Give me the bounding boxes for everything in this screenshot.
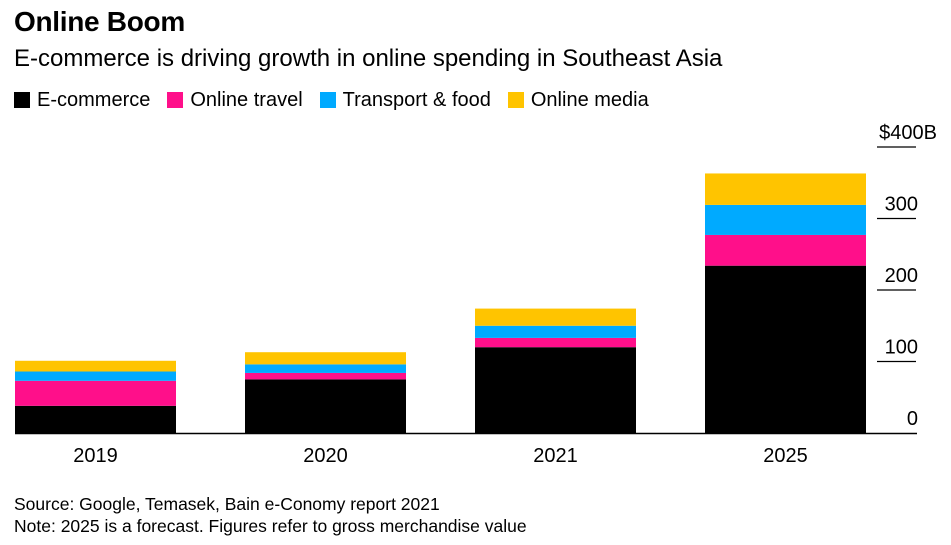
x-tick-label: 2020: [303, 445, 348, 467]
bar-segment-e-commerce-2021: [475, 347, 636, 433]
footnote: Note: 2025 is a forecast. Figures refer …: [14, 516, 527, 536]
legend: E-commerce Online travel Transport & foo…: [14, 86, 666, 114]
source-note: Source: Google, Temasek, Bain e-Conomy r…: [14, 494, 440, 514]
legend-swatch-ecommerce: [14, 92, 30, 108]
bar-segment-transport-food-2020: [245, 364, 406, 373]
legend-label-ecommerce: E-commerce: [37, 88, 151, 111]
bar-segment-e-commerce-2020: [245, 379, 406, 433]
bar-segment-transport-food-2021: [475, 325, 636, 338]
legend-item-online-travel: Online travel: [167, 88, 303, 112]
x-tick-label: 2019: [73, 445, 118, 467]
chart-title: Online Boom: [14, 6, 185, 37]
y-tick-label: 200: [885, 265, 918, 287]
bar-segment-online-travel-2021: [475, 337, 636, 348]
legend-item-transport-food: Transport & food: [319, 88, 491, 112]
bar-segment-transport-food-2025: [705, 204, 866, 235]
legend-swatch-online-media: [507, 92, 524, 108]
legend-label-online-travel: Online travel: [190, 88, 303, 111]
legend-label-transport-food: Transport & food: [342, 88, 491, 111]
y-tick-label: 0: [907, 408, 918, 430]
legend-item-online-media: Online media: [507, 88, 649, 112]
bar-segment-online-travel-2025: [705, 234, 866, 266]
bar-segment-transport-food-2019: [15, 371, 176, 381]
x-tick-label: 2025: [763, 445, 808, 467]
bar-segment-online-travel-2019: [15, 380, 176, 406]
y-tick-label: 300: [885, 194, 918, 216]
bar-segment-online-media-2021: [475, 308, 636, 326]
legend-item-ecommerce: E-commerce: [14, 89, 150, 112]
bar-segment-online-media-2025: [705, 173, 866, 205]
bar-segment-online-travel-2020: [245, 372, 406, 380]
bar-segment-online-media-2019: [15, 360, 176, 372]
chart-subtitle: E-commerce is driving growth in online s…: [14, 45, 723, 72]
bar-segment-e-commerce-2025: [705, 265, 866, 433]
y-tick-label: $400B: [879, 122, 937, 144]
bar-segment-online-media-2020: [245, 352, 406, 365]
bar-segment-e-commerce-2019: [15, 405, 176, 433]
x-tick-label: 2021: [533, 445, 578, 467]
legend-label-online-media: Online media: [530, 88, 649, 111]
legend-swatch-online-travel: [167, 92, 184, 108]
y-tick-label: 100: [885, 337, 918, 359]
legend-swatch-transport-food: [319, 92, 336, 108]
